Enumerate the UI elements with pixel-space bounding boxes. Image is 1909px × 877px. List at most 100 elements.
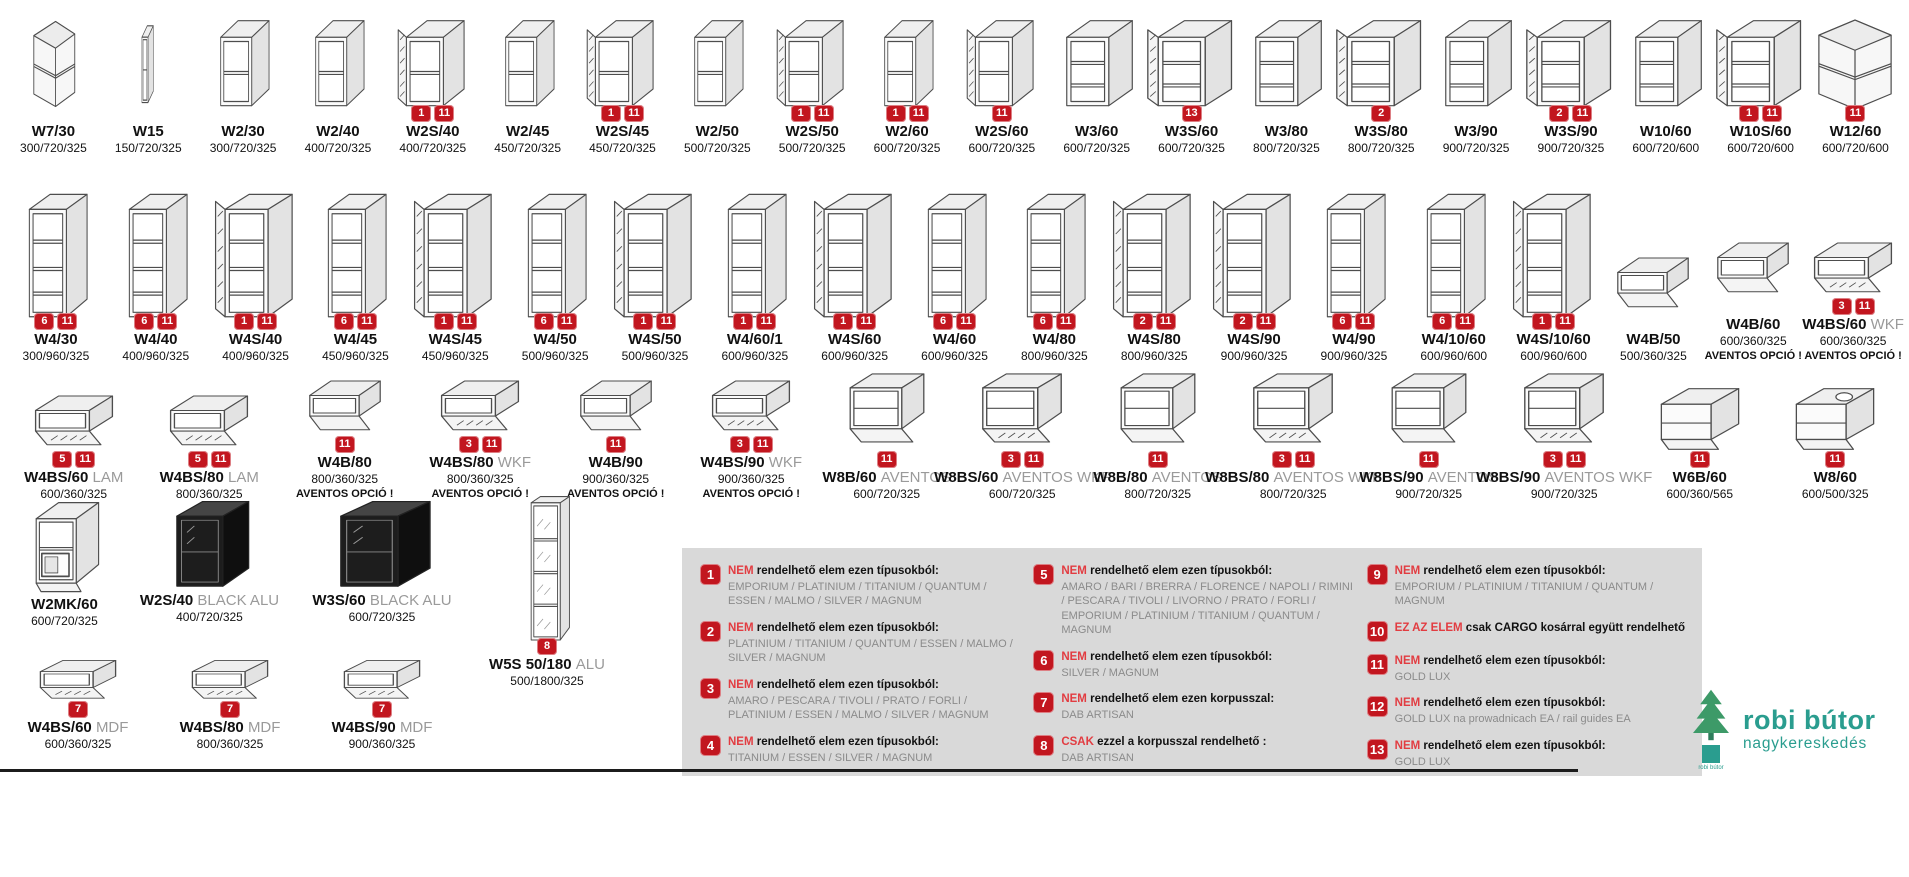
item-code: W3S/80 (1354, 123, 1408, 140)
item-dimensions: 800/720/325 (1347, 141, 1415, 155)
cabinet-item: W3S/60 BLACK ALU 600/720/325 (292, 495, 472, 625)
cabinet-drawing (1244, 14, 1328, 114)
cabinet-drawing (612, 190, 698, 322)
item-note: AVENTOS OPCIÓ ! (1704, 350, 1802, 362)
cabinet-icon (1812, 10, 1898, 114)
item-dimensions: 400/720/325 (399, 141, 467, 155)
item-dimensions: 800/720/325 (1124, 487, 1192, 501)
note-badge: 1 (1532, 313, 1553, 330)
note-badge: 6 (533, 313, 554, 330)
cabinet-drawing (1515, 360, 1613, 460)
item-suffix: AVENTOS WKF (1273, 469, 1382, 486)
item-label: W2/50 (696, 122, 739, 141)
legend-note-text: NEM rendelhető elem ezen típusokból: TITA… (728, 735, 939, 765)
item-code: W4S/40 (228, 331, 283, 348)
item-label: W4B/90 (589, 453, 643, 472)
cabinet-drawing (1789, 378, 1881, 460)
cabinet-drawing (1244, 360, 1342, 460)
note-badge: 11 (210, 451, 231, 468)
cabinet-drawing (518, 190, 592, 322)
note-badge: 11 (1418, 451, 1439, 468)
item-dimensions: 300/960/325 (22, 349, 90, 363)
item-dimensions: 800/360/325 (175, 487, 243, 501)
legend-note-text: CSAK ezzel a korpusszal rendelhető : DAB … (1061, 735, 1266, 765)
item-code: W3S/60 (312, 592, 366, 609)
legend-note-keyword: NEM (728, 621, 754, 634)
item-code: W8BS/60 (934, 469, 999, 486)
item-code: W10/60 (1639, 123, 1692, 140)
item-code: W2/60 (885, 123, 929, 140)
item-label: W4/40 (134, 330, 177, 349)
item-label: W4S/90 (1227, 330, 1280, 349)
cabinet-drawing (325, 495, 439, 591)
cabinet-item: 11 W4B/90 900/360/325 AVENTOS OPCIÓ ! (548, 365, 684, 502)
note-badge: 3 (458, 436, 479, 453)
badge-row: 1 11 (411, 105, 455, 122)
cabinet-drawing (1145, 14, 1239, 114)
cabinet-row-special: W2MK/60 600/720/325 W2S/40 BLACK ALU 400/72… (2, 495, 642, 689)
legend-note: 3 NEM rendelhető elem ezen típusokból: AMA… (700, 677, 1023, 723)
legend-note-text: NEM rendelhető elem ezen típusokból: AMAR… (1061, 564, 1356, 638)
cabinet-drawing (412, 190, 498, 322)
item-code: W12/60 (1829, 123, 1882, 140)
legend-note-keyword: EZ AZ ELEM (1394, 621, 1463, 634)
note-badge: 11 (257, 313, 278, 330)
legend-note: 8 CSAK ezzel a korpusszal rendelhető : DAB… (1033, 734, 1356, 765)
cabinet-icon (301, 365, 389, 445)
legend-note-number: 7 (1033, 692, 1055, 714)
note-badge: 11 (1294, 451, 1315, 468)
cabinet-drawing (1624, 14, 1708, 114)
cabinet-row-wall-720: W7/30 300/720/325 W15 150/720/325 W2/30 300/7… (0, 4, 1909, 156)
cabinet-icon (21, 14, 85, 114)
cabinet-icon (1789, 378, 1881, 460)
legend-column: 1 NEM rendelhető elem ezen típusokból: EMP… (700, 564, 1023, 768)
cabinet-item: 1 11 W2S/45 450/720/325 (575, 14, 670, 156)
cabinet-item: 6 11 W4/50 500/960/325 (505, 190, 605, 364)
cabinet-item: W4B/50 500/360/325 (1604, 242, 1704, 364)
cabinet-icon (318, 190, 392, 322)
item-suffix: WKF (1870, 316, 1904, 333)
legend-note: 7 NEM rendelhető elem ezen korpusszal: DAB… (1033, 692, 1356, 722)
cabinet-icon (775, 14, 849, 114)
cabinet-drawing (21, 14, 85, 114)
note-badge: 3 (1831, 298, 1852, 315)
cabinet-item: 11 W8/60 600/500/325 (1768, 378, 1904, 502)
cabinet-item: W4B/60 600/360/325 AVENTOS OPCIÓ ! (1703, 227, 1803, 364)
note-badge: 2 (1232, 313, 1253, 330)
note-badge: 1 (633, 313, 654, 330)
cabinet-drawing (1017, 190, 1091, 322)
note-badge: 7 (68, 701, 88, 718)
note-badge: 3 (1542, 451, 1563, 468)
item-note: AVENTOS OPCIÓ ! (296, 488, 394, 500)
legend-note-list: PLATINIUM / TITANIUM / QUANTUM / ESSEN /… (728, 637, 1013, 665)
item-code: W4BS/60 (1802, 316, 1867, 333)
note-badge: 3 (1271, 451, 1292, 468)
legend-note: 2 NEM rendelhető elem ezen típusokból: PLA… (700, 620, 1023, 666)
cabinet-drawing (212, 14, 274, 114)
item-dimensions: 900/360/325 (717, 472, 785, 486)
item-note: AVENTOS OPCIÓ ! (431, 488, 529, 500)
note-badge: 3 (729, 436, 750, 453)
cabinet-icon (1805, 227, 1901, 307)
item-dimensions: 900/720/325 (1395, 487, 1463, 501)
cabinet-drawing (1524, 14, 1618, 114)
cabinet-item: 1 11 W4S/60 600/960/325 (805, 190, 905, 364)
item-dimensions: 400/960/325 (122, 349, 190, 363)
item-dimensions: 500/360/325 (1620, 349, 1687, 363)
cabinet-drawing (1334, 14, 1428, 114)
badge-row: 11 (1689, 451, 1710, 468)
item-dimensions: 800/360/325 (446, 472, 514, 486)
item-label: W12/60 (1830, 122, 1882, 141)
cabinet-icon (432, 365, 528, 445)
item-code: W4/60/1 (726, 331, 783, 348)
item-dimensions: 600/360/325 (1719, 334, 1787, 348)
item-label: W4S/10/60 (1516, 330, 1590, 349)
cabinet-drawing (307, 14, 369, 114)
legend-note-list: GOLD LUX (1394, 670, 1451, 683)
item-label: W3/60 (1075, 122, 1118, 141)
cabinet-drawing (432, 365, 528, 445)
item-label: W3S/60 (1165, 122, 1218, 141)
cabinet-icon (1111, 190, 1197, 322)
item-dimensions: 600/360/325 (1819, 334, 1887, 348)
badge-row: 1 11 (1532, 313, 1576, 330)
